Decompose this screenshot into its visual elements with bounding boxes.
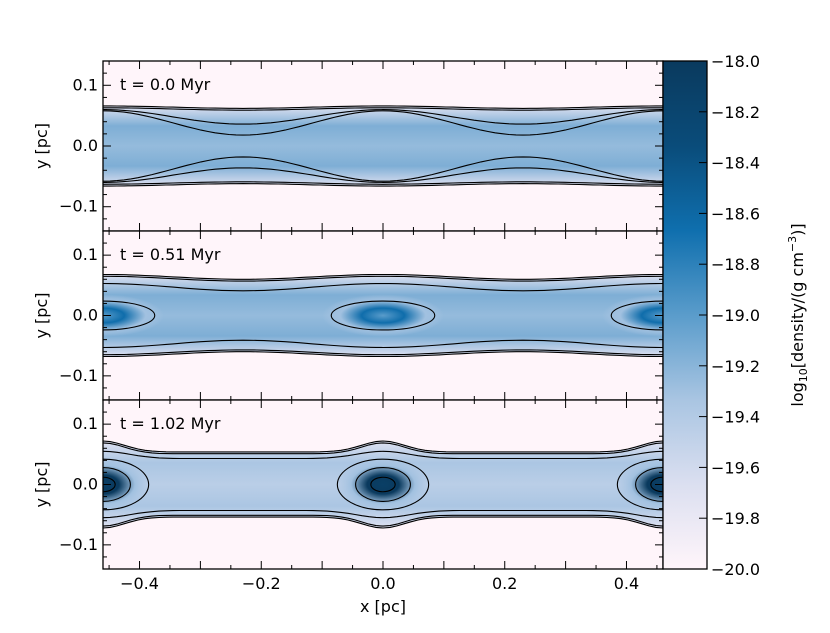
colorbar-label-part: )] [788, 223, 807, 235]
x-tick-label: −0.4 [120, 574, 159, 593]
contour-line [103, 516, 663, 529]
colorbar-tick-label: −18.8 [711, 255, 760, 274]
axis-labels: x [pc] −0.4 −0.2 0.0 0.2 0.4 [120, 574, 639, 616]
colorbar-tick-label: −18.6 [711, 204, 760, 223]
ticks [103, 231, 663, 400]
core-contour [330, 300, 436, 331]
y-axis-label: y [pc] [32, 462, 51, 508]
y-axis-label: y [pc] [32, 123, 51, 169]
core [322, 294, 444, 337]
ticks [103, 61, 663, 231]
y-tick-label: 0.0 [73, 136, 98, 155]
colorbar-tick-label: −19.2 [711, 357, 760, 376]
contour-line [103, 183, 663, 187]
y-tick-label: 0.1 [73, 245, 98, 264]
y-tick-label: 0.0 [73, 306, 98, 325]
core [337, 457, 429, 512]
contour-line [103, 509, 663, 519]
contour-line [103, 275, 663, 282]
contours [103, 440, 663, 529]
core [103, 294, 164, 337]
ticks [103, 400, 663, 569]
panel-2: 0.1 0.0 −0.1 y [pc] t = 0.51 Myr [32, 230, 664, 401]
contour-line [103, 109, 663, 125]
y-tick-label: 0.1 [73, 414, 98, 433]
y-tick-label: −0.1 [59, 366, 98, 385]
core [103, 457, 149, 512]
contour-line [103, 514, 663, 527]
x-tick-label: 0.4 [614, 574, 639, 593]
contour-line [103, 156, 663, 182]
colorbar-tick-label: −19.8 [711, 509, 760, 528]
density-map [103, 105, 663, 187]
contour-line [103, 282, 663, 292]
y-axis-label: y [pc] [32, 293, 51, 339]
colorbar-tick-label: −19.0 [711, 306, 760, 325]
core-contour [616, 458, 663, 511]
contour-line [103, 339, 663, 349]
x-axis-label: x [pc] [360, 597, 406, 616]
y-tick-label: −0.1 [59, 535, 98, 554]
contours [103, 273, 663, 358]
core-contour [650, 476, 663, 493]
colorbar: −18.0 −18.2 −18.4 −18.6 −18.8 −19.0 −19.2 −19.4… [662, 52, 810, 579]
filament-band [103, 105, 663, 187]
panels: 0.1 0.0 −0.1 y [pc] t = 0.0 Myr 0.1 0.0 −0.1 y [… [32, 60, 664, 570]
x-tick-label: 0.0 [370, 574, 395, 593]
core-contour [635, 467, 663, 502]
colorbar-tick-label: −20.0 [711, 560, 760, 579]
x-tick-label: 0.2 [492, 574, 517, 593]
colorbar-label-part: −3 [786, 236, 799, 252]
contour-line [103, 450, 663, 460]
contour-line [103, 349, 663, 356]
core-contour [336, 458, 430, 511]
core-contour [103, 467, 131, 502]
density-map [103, 440, 663, 529]
core-contour [355, 467, 411, 502]
panel-1: 0.1 0.0 −0.1 y [pc] t = 0.0 Myr [32, 60, 664, 232]
colorbar-label-part: log [788, 382, 807, 406]
colorbar-label: log10[density/(g cm−3)] [786, 223, 810, 406]
colorbar-tick-label: −18.2 [711, 103, 760, 122]
contour-line [103, 167, 663, 183]
contour-line [103, 110, 663, 136]
core [617, 457, 663, 512]
colorbar-tick-label: −18.0 [711, 52, 760, 71]
core-contour [370, 476, 396, 493]
y-tick-label: 0.0 [73, 475, 98, 494]
contour-line [103, 440, 663, 453]
colorbar-tick-label: −19.6 [711, 458, 760, 477]
contours [103, 105, 663, 187]
core-contour [103, 300, 156, 331]
panel-time-label: t = 1.02 Myr [120, 414, 221, 433]
panel-time-label: t = 0.51 Myr [120, 245, 221, 264]
contour-line [103, 107, 663, 111]
colorbar-tick-label: −18.4 [711, 154, 760, 173]
contour-line [103, 351, 663, 358]
panel-3: 0.1 0.0 −0.1 y [pc] t = 1.02 Myr [32, 399, 664, 570]
core [602, 294, 663, 337]
y-tick-label: 0.1 [73, 75, 98, 94]
contour-line [103, 442, 663, 455]
colorbar-label-part: 10 [797, 368, 810, 382]
colorbar-label-part: [density/(g cm [788, 252, 807, 368]
panel-time-label: t = 0.0 Myr [120, 75, 211, 94]
density-map [103, 273, 663, 358]
contour-line [103, 105, 663, 109]
contour-line [103, 273, 663, 280]
contour-line [103, 181, 663, 185]
colorbar-tick-label: −19.4 [711, 408, 760, 427]
x-tick-label: −0.2 [242, 574, 281, 593]
core-contour [103, 458, 150, 511]
y-tick-label: −0.1 [59, 197, 98, 216]
